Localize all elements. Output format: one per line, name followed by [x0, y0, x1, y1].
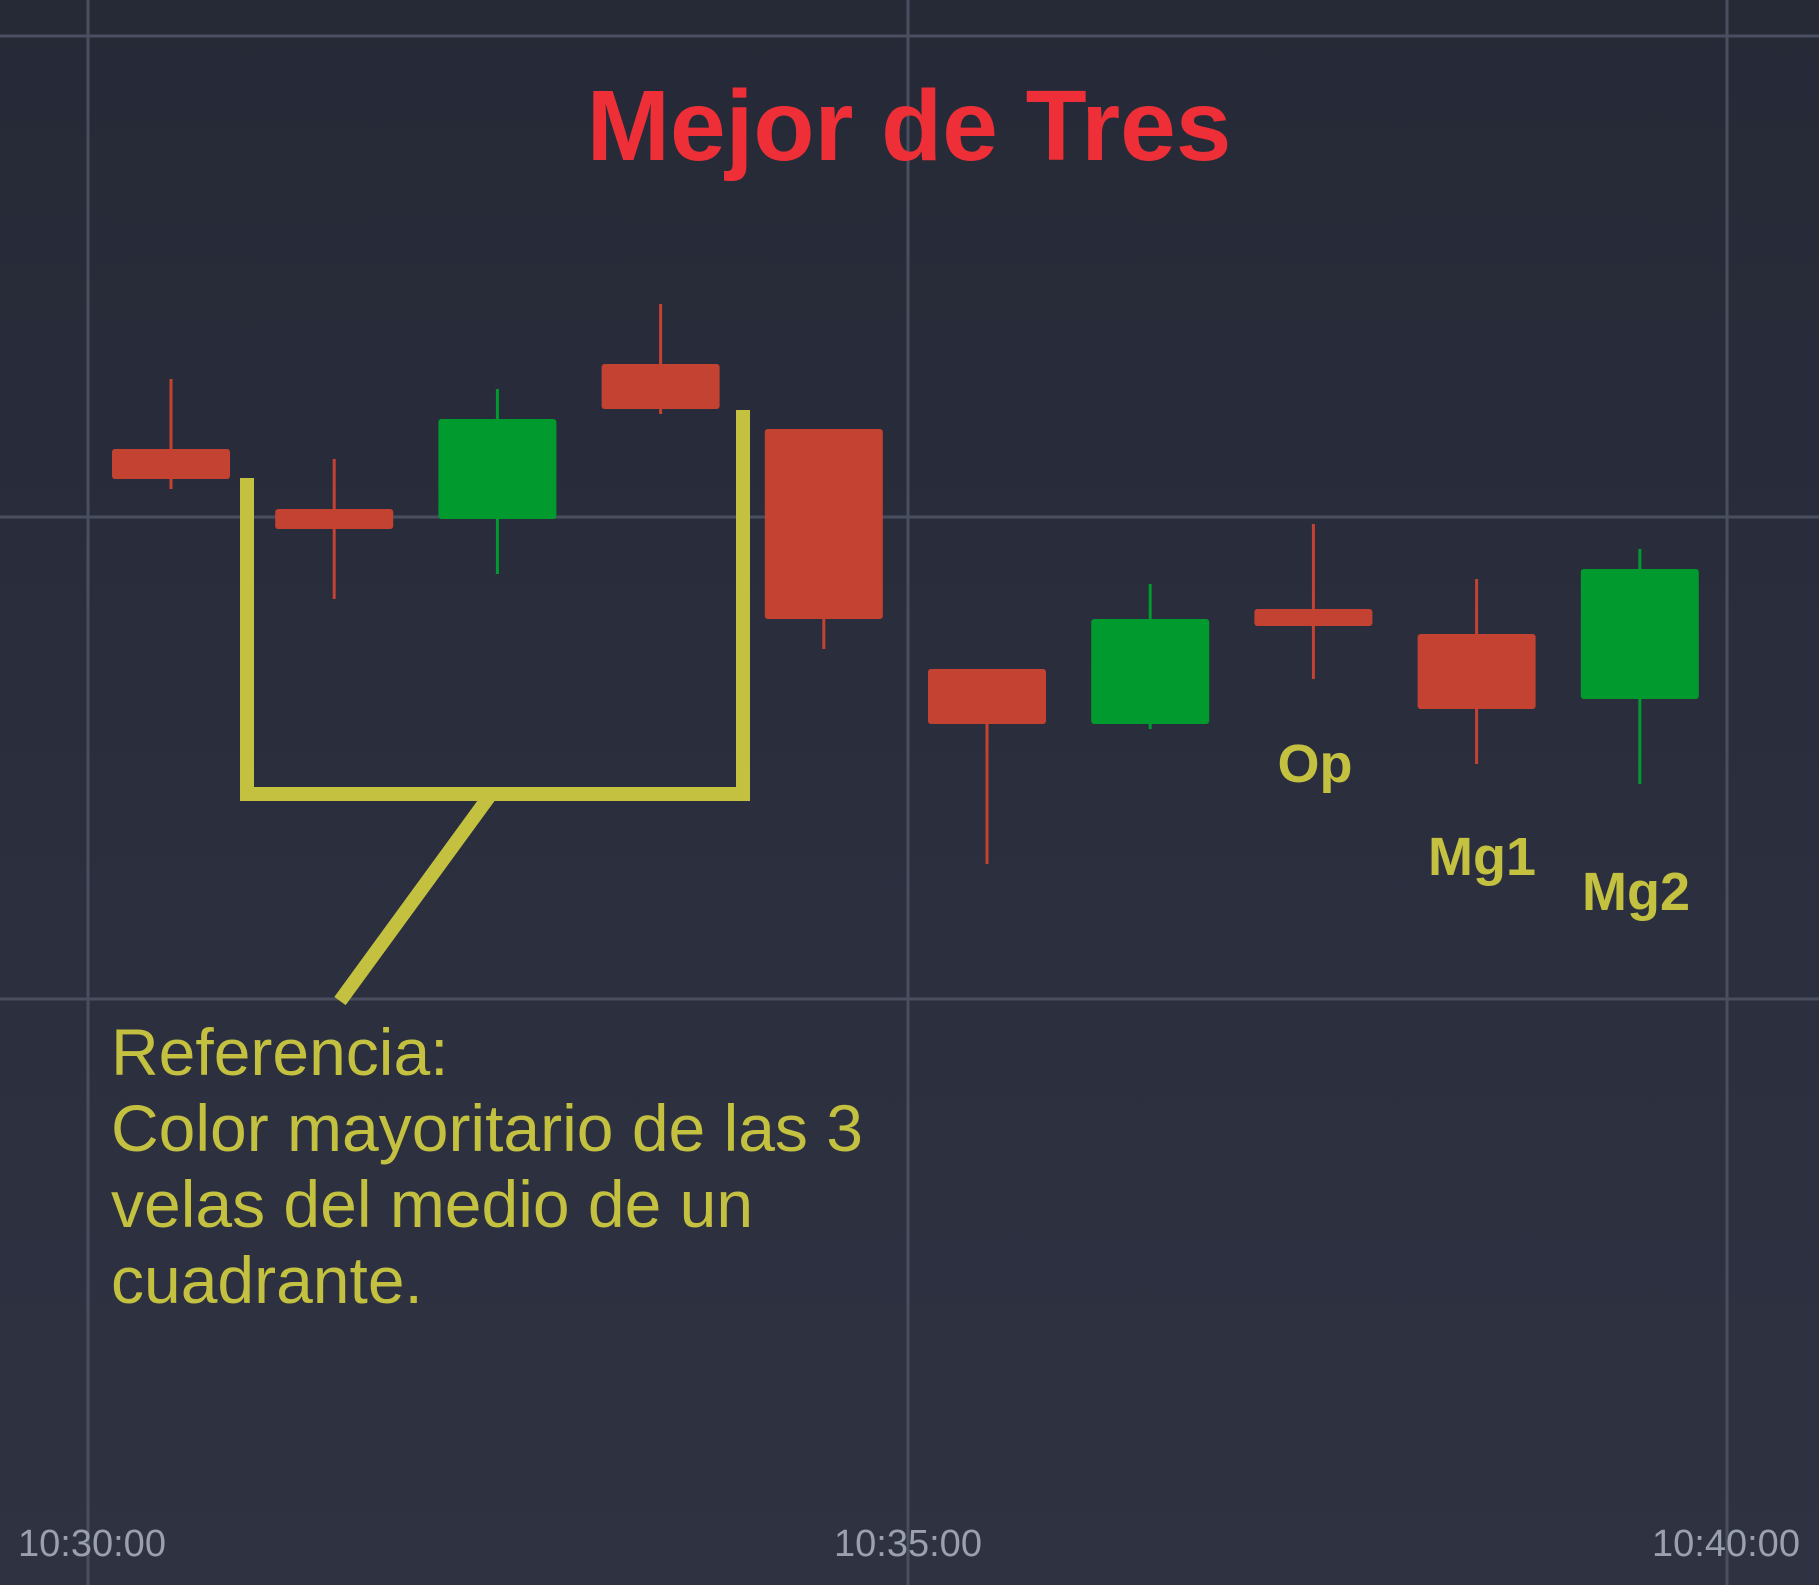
reference-note-line: Color mayoritario de las 3 — [111, 1091, 863, 1165]
candle — [1091, 584, 1210, 729]
candle — [601, 304, 720, 414]
candle-body — [1580, 569, 1699, 699]
candle — [1580, 549, 1699, 784]
reference-note-line: cuadrante. — [111, 1243, 423, 1317]
candle-body — [1091, 619, 1210, 724]
bracket-box — [240, 410, 750, 801]
candle-body — [764, 429, 883, 619]
reference-note-line: Referencia: — [111, 1015, 449, 1089]
candle-body — [1254, 609, 1373, 626]
reference-note-line: velas del medio de un — [111, 1167, 753, 1241]
annotations: Op Mg1 Mg2 Referencia:Color mayoritario de … — [111, 734, 1690, 1317]
label-mg2: Mg2 — [1582, 862, 1690, 922]
bracket-pointer — [334, 789, 497, 1006]
candle — [275, 459, 394, 599]
reference-bracket — [240, 410, 750, 1006]
chart-title: Mejor de Tres — [587, 70, 1232, 182]
candle-body — [601, 364, 720, 409]
x-axis-ticks: 10:30:00 10:35:00 10:40:00 — [18, 1523, 1800, 1565]
label-mg1: Mg1 — [1428, 827, 1536, 887]
candle — [928, 669, 1046, 864]
candle — [764, 429, 883, 649]
x-tick-label: 10:30:00 — [18, 1523, 166, 1565]
candle — [112, 379, 230, 489]
candle — [1254, 524, 1373, 679]
candle-body — [275, 509, 394, 529]
candle-body — [112, 449, 230, 479]
candle-body — [1417, 634, 1536, 709]
label-op: Op — [1278, 734, 1353, 794]
candle — [438, 389, 557, 574]
candles — [112, 304, 1699, 864]
candle-body — [928, 669, 1046, 724]
x-tick-label: 10:40:00 — [1652, 1523, 1800, 1565]
x-tick-label: 10:35:00 — [834, 1523, 982, 1565]
candle-body — [438, 419, 557, 519]
candle — [1417, 579, 1536, 764]
